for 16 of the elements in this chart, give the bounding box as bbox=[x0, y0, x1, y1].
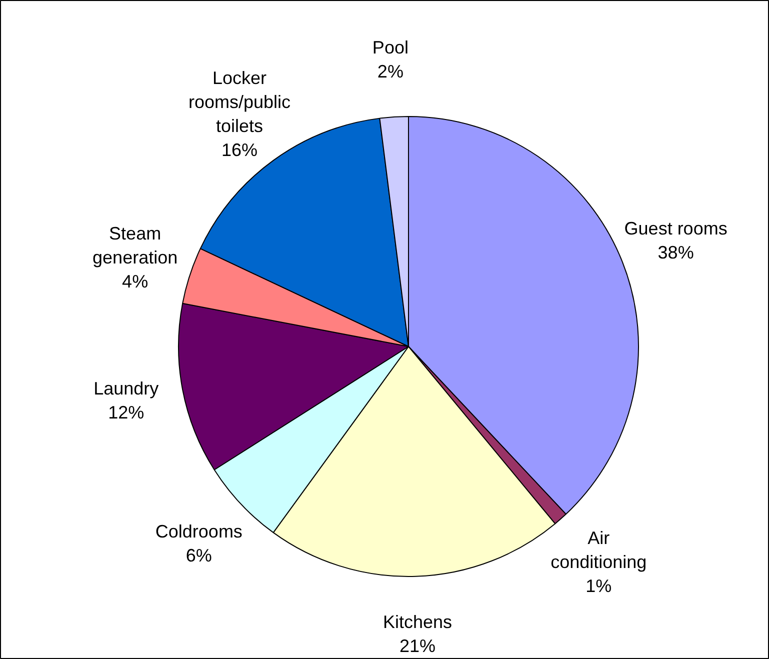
data-label: 16% bbox=[222, 140, 258, 160]
data-label: 38% bbox=[658, 242, 694, 263]
slice-label: Steam generation bbox=[92, 224, 178, 268]
slice-label: Air conditioning bbox=[550, 528, 647, 572]
slice-label: Kitchens bbox=[383, 612, 452, 632]
slice-label: Coldrooms bbox=[155, 521, 242, 542]
slice-label: Pool bbox=[372, 38, 408, 58]
data-label: 4% bbox=[122, 272, 148, 292]
data-label: 6% bbox=[186, 545, 212, 566]
data-label: 1% bbox=[586, 576, 612, 596]
slice-label: Guest rooms bbox=[624, 218, 728, 239]
data-label: 21% bbox=[400, 636, 436, 656]
slice-label: Laundry bbox=[94, 378, 159, 398]
data-label: 12% bbox=[108, 402, 144, 422]
data-label: 2% bbox=[377, 62, 404, 82]
slice-label: Locker rooms/public toilets bbox=[188, 68, 291, 136]
